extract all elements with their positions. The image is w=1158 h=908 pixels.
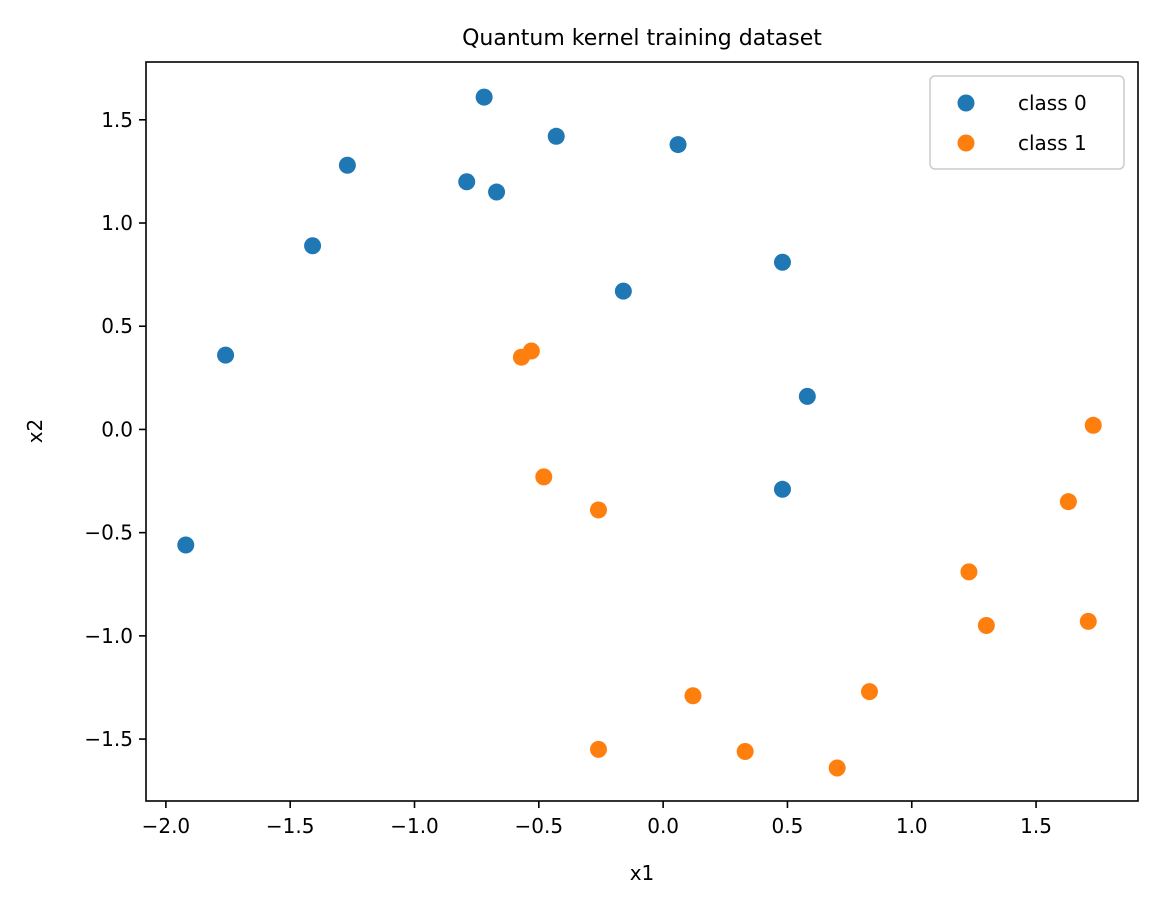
y-tick-label-6: −1.5 [84, 727, 133, 751]
point-class-0-0 [475, 88, 493, 106]
legend-marker-class-1 [957, 134, 975, 152]
legend-label-class-0: class 0 [1018, 91, 1087, 115]
legend: class 0 class 1 [929, 75, 1125, 170]
point-class-1-13 [828, 759, 846, 777]
point-class-0-9 [217, 346, 235, 364]
x-tick-label-4: 0.0 [647, 814, 679, 838]
point-class-1-1 [512, 348, 530, 366]
y-tick-label-1: 1.0 [101, 211, 133, 235]
legend-label-class-1: class 1 [1018, 131, 1087, 155]
x-tick-label-7: 1.5 [1020, 814, 1052, 838]
point-class-1-4 [1084, 416, 1102, 434]
legend-marker-class-0 [957, 94, 975, 112]
point-class-0-5 [488, 183, 506, 201]
point-class-1-9 [860, 683, 878, 701]
point-class-0-8 [614, 282, 632, 300]
x-axis-label: x1 [630, 861, 655, 885]
point-class-0-10 [798, 387, 816, 405]
x-tick-label-5: 0.5 [772, 814, 804, 838]
point-class-1-7 [977, 617, 995, 635]
plot-area-frame [145, 61, 1139, 802]
point-class-1-2 [535, 468, 553, 486]
point-class-1-12 [736, 742, 754, 760]
x-tick-label-1: −1.5 [266, 814, 315, 838]
y-axis-label: x2 [23, 419, 47, 444]
point-class-1-3 [589, 501, 607, 519]
point-class-1-5 [1059, 493, 1077, 511]
x-axis-ticks: −2.0 −1.5 −1.0 −0.5 0.0 0.5 1.0 1.5 [142, 801, 1052, 838]
x-tick-label-3: −0.5 [515, 814, 564, 838]
point-class-0-6 [304, 237, 322, 255]
legend-frame [929, 75, 1125, 170]
point-class-0-3 [338, 156, 356, 174]
point-class-0-2 [669, 136, 687, 154]
point-class-0-1 [547, 127, 565, 145]
points-layer [177, 88, 1102, 777]
x-tick-label-0: −2.0 [142, 814, 191, 838]
point-class-0-7 [773, 253, 791, 271]
y-tick-label-2: 0.5 [101, 314, 133, 338]
point-class-1-10 [684, 687, 702, 705]
point-class-0-11 [773, 480, 791, 498]
x-tick-label-2: −1.0 [390, 814, 439, 838]
point-class-0-12 [177, 536, 195, 554]
x-tick-label-6: 1.0 [896, 814, 928, 838]
y-tick-label-4: −0.5 [84, 521, 133, 545]
point-class-1-6 [960, 563, 978, 581]
chart-title: Quantum kernel training dataset [462, 26, 822, 51]
point-class-0-4 [458, 173, 476, 191]
y-axis-ticks: 1.5 1.0 0.5 0.0 −0.5 −1.0 −1.5 [84, 108, 146, 751]
point-class-1-11 [589, 740, 607, 758]
y-tick-label-0: 1.5 [101, 108, 133, 132]
point-class-1-8 [1079, 612, 1097, 630]
y-tick-label-3: 0.0 [101, 417, 133, 441]
y-tick-label-5: −1.0 [84, 624, 133, 648]
